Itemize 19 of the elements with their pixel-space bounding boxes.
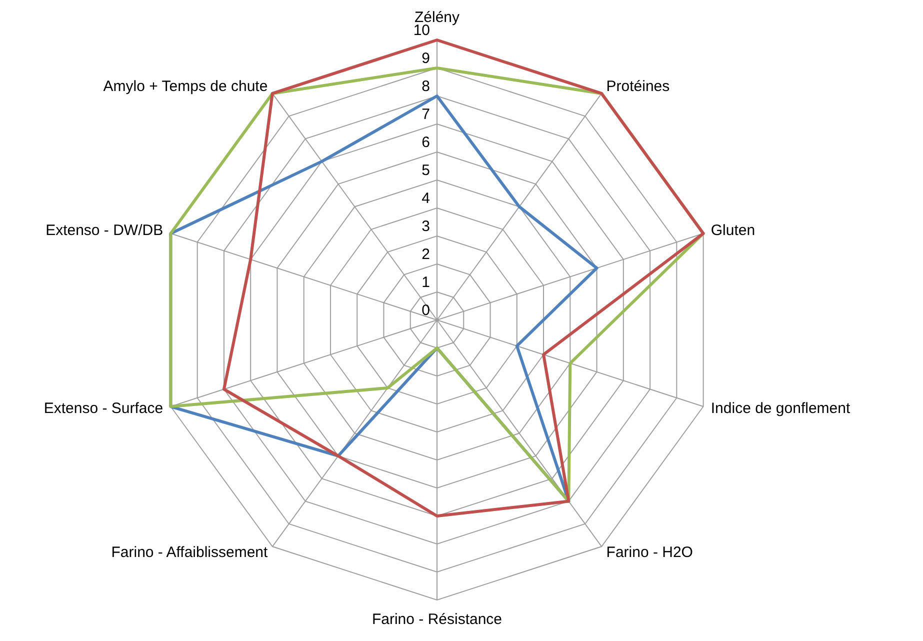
spoke-label: Gluten [710, 222, 756, 239]
spoke-label: Amylo + Temps de chute [103, 78, 268, 95]
y-tick-label: 3 [422, 218, 430, 235]
y-tick-label: 4 [422, 190, 430, 207]
spoke-label: Farino - H2O [606, 544, 693, 561]
y-tick-label: 8 [422, 78, 430, 95]
y-tick-label: 2 [422, 246, 430, 263]
y-tick-label: 6 [422, 134, 430, 151]
spoke-label: Farino - Affaiblissement [111, 544, 269, 561]
y-tick-label: 9 [422, 50, 430, 67]
spoke-label: Farino - Résistance [372, 610, 502, 628]
y-tick-label: 1 [422, 274, 430, 291]
spoke-label: Extenso - Surface [44, 400, 164, 417]
y-tick-label: 5 [422, 162, 430, 179]
y-tick-label: 0 [422, 302, 430, 319]
spoke-label: Indice de gonflement [710, 400, 851, 417]
y-tick-label: 7 [422, 106, 430, 123]
spoke-label: Extenso - DW/DB [46, 222, 164, 239]
spoke-label: Protéines [606, 78, 670, 95]
